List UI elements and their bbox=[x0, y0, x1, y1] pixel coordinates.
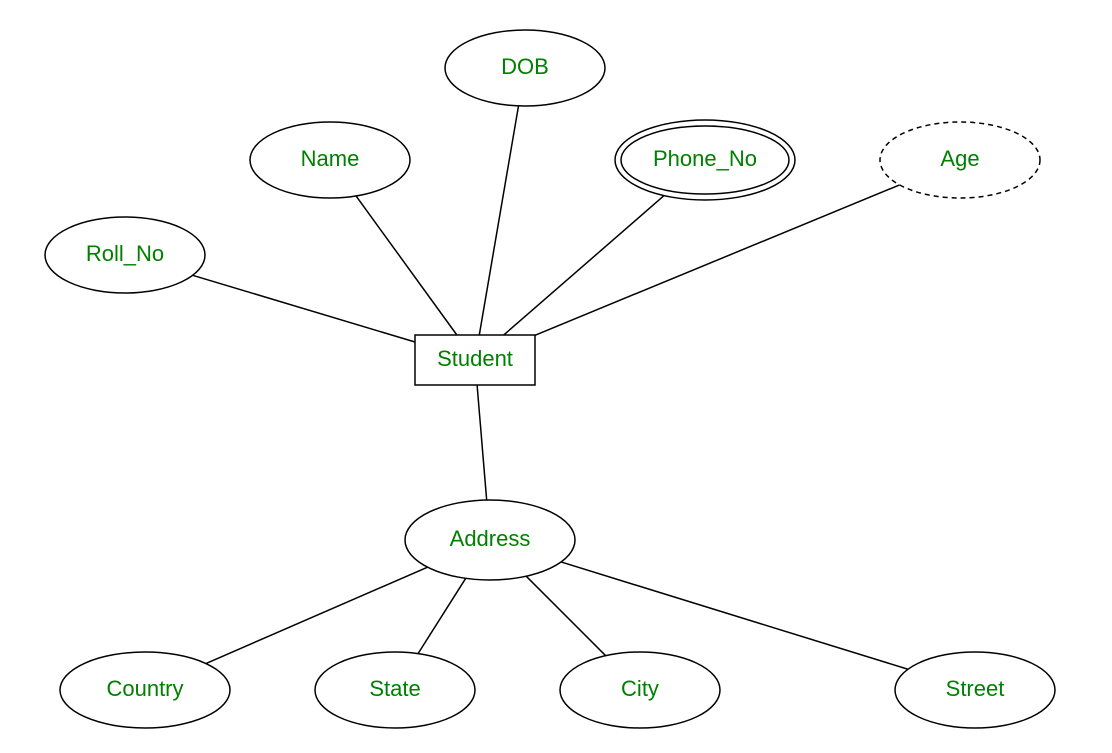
edge-address-country bbox=[206, 567, 428, 663]
attribute-dob-label: DOB bbox=[501, 54, 549, 79]
attribute-city-label: City bbox=[621, 676, 659, 701]
attribute-street: Street bbox=[895, 652, 1055, 728]
edge-address-city bbox=[526, 576, 605, 655]
attribute-address: Address bbox=[405, 500, 575, 580]
er-diagram-canvas: Student Roll_No Name DOB Phone_No Age Address C… bbox=[0, 0, 1112, 753]
attribute-country: Country bbox=[60, 652, 230, 728]
edge-student-phone_no bbox=[504, 196, 664, 335]
entity-student-label: Student bbox=[437, 346, 513, 371]
attribute-address-label: Address bbox=[450, 526, 531, 551]
edge-student-roll_no bbox=[193, 275, 415, 342]
attribute-age-label: Age bbox=[940, 146, 979, 171]
attribute-name-label: Name bbox=[301, 146, 360, 171]
edge-student-name bbox=[356, 196, 457, 335]
attribute-country-label: Country bbox=[106, 676, 183, 701]
attribute-state-label: State bbox=[369, 676, 420, 701]
attribute-dob: DOB bbox=[445, 30, 605, 106]
attribute-name: Name bbox=[250, 122, 410, 198]
attribute-city: City bbox=[560, 652, 720, 728]
attribute-roll_no: Roll_No bbox=[45, 217, 205, 293]
attribute-phone_no: Phone_No bbox=[615, 120, 795, 200]
attribute-state: State bbox=[315, 652, 475, 728]
shapes-layer: Student Roll_No Name DOB Phone_No Age Address C… bbox=[45, 30, 1055, 728]
attribute-phone_no-label: Phone_No bbox=[653, 146, 757, 171]
attribute-age: Age bbox=[880, 122, 1040, 198]
attribute-street-label: Street bbox=[946, 676, 1005, 701]
edge-address-street bbox=[561, 562, 908, 669]
attribute-roll_no-label: Roll_No bbox=[86, 241, 164, 266]
edge-address-state bbox=[418, 578, 466, 653]
edge-student-address bbox=[477, 385, 487, 500]
edge-student-dob bbox=[479, 106, 518, 335]
